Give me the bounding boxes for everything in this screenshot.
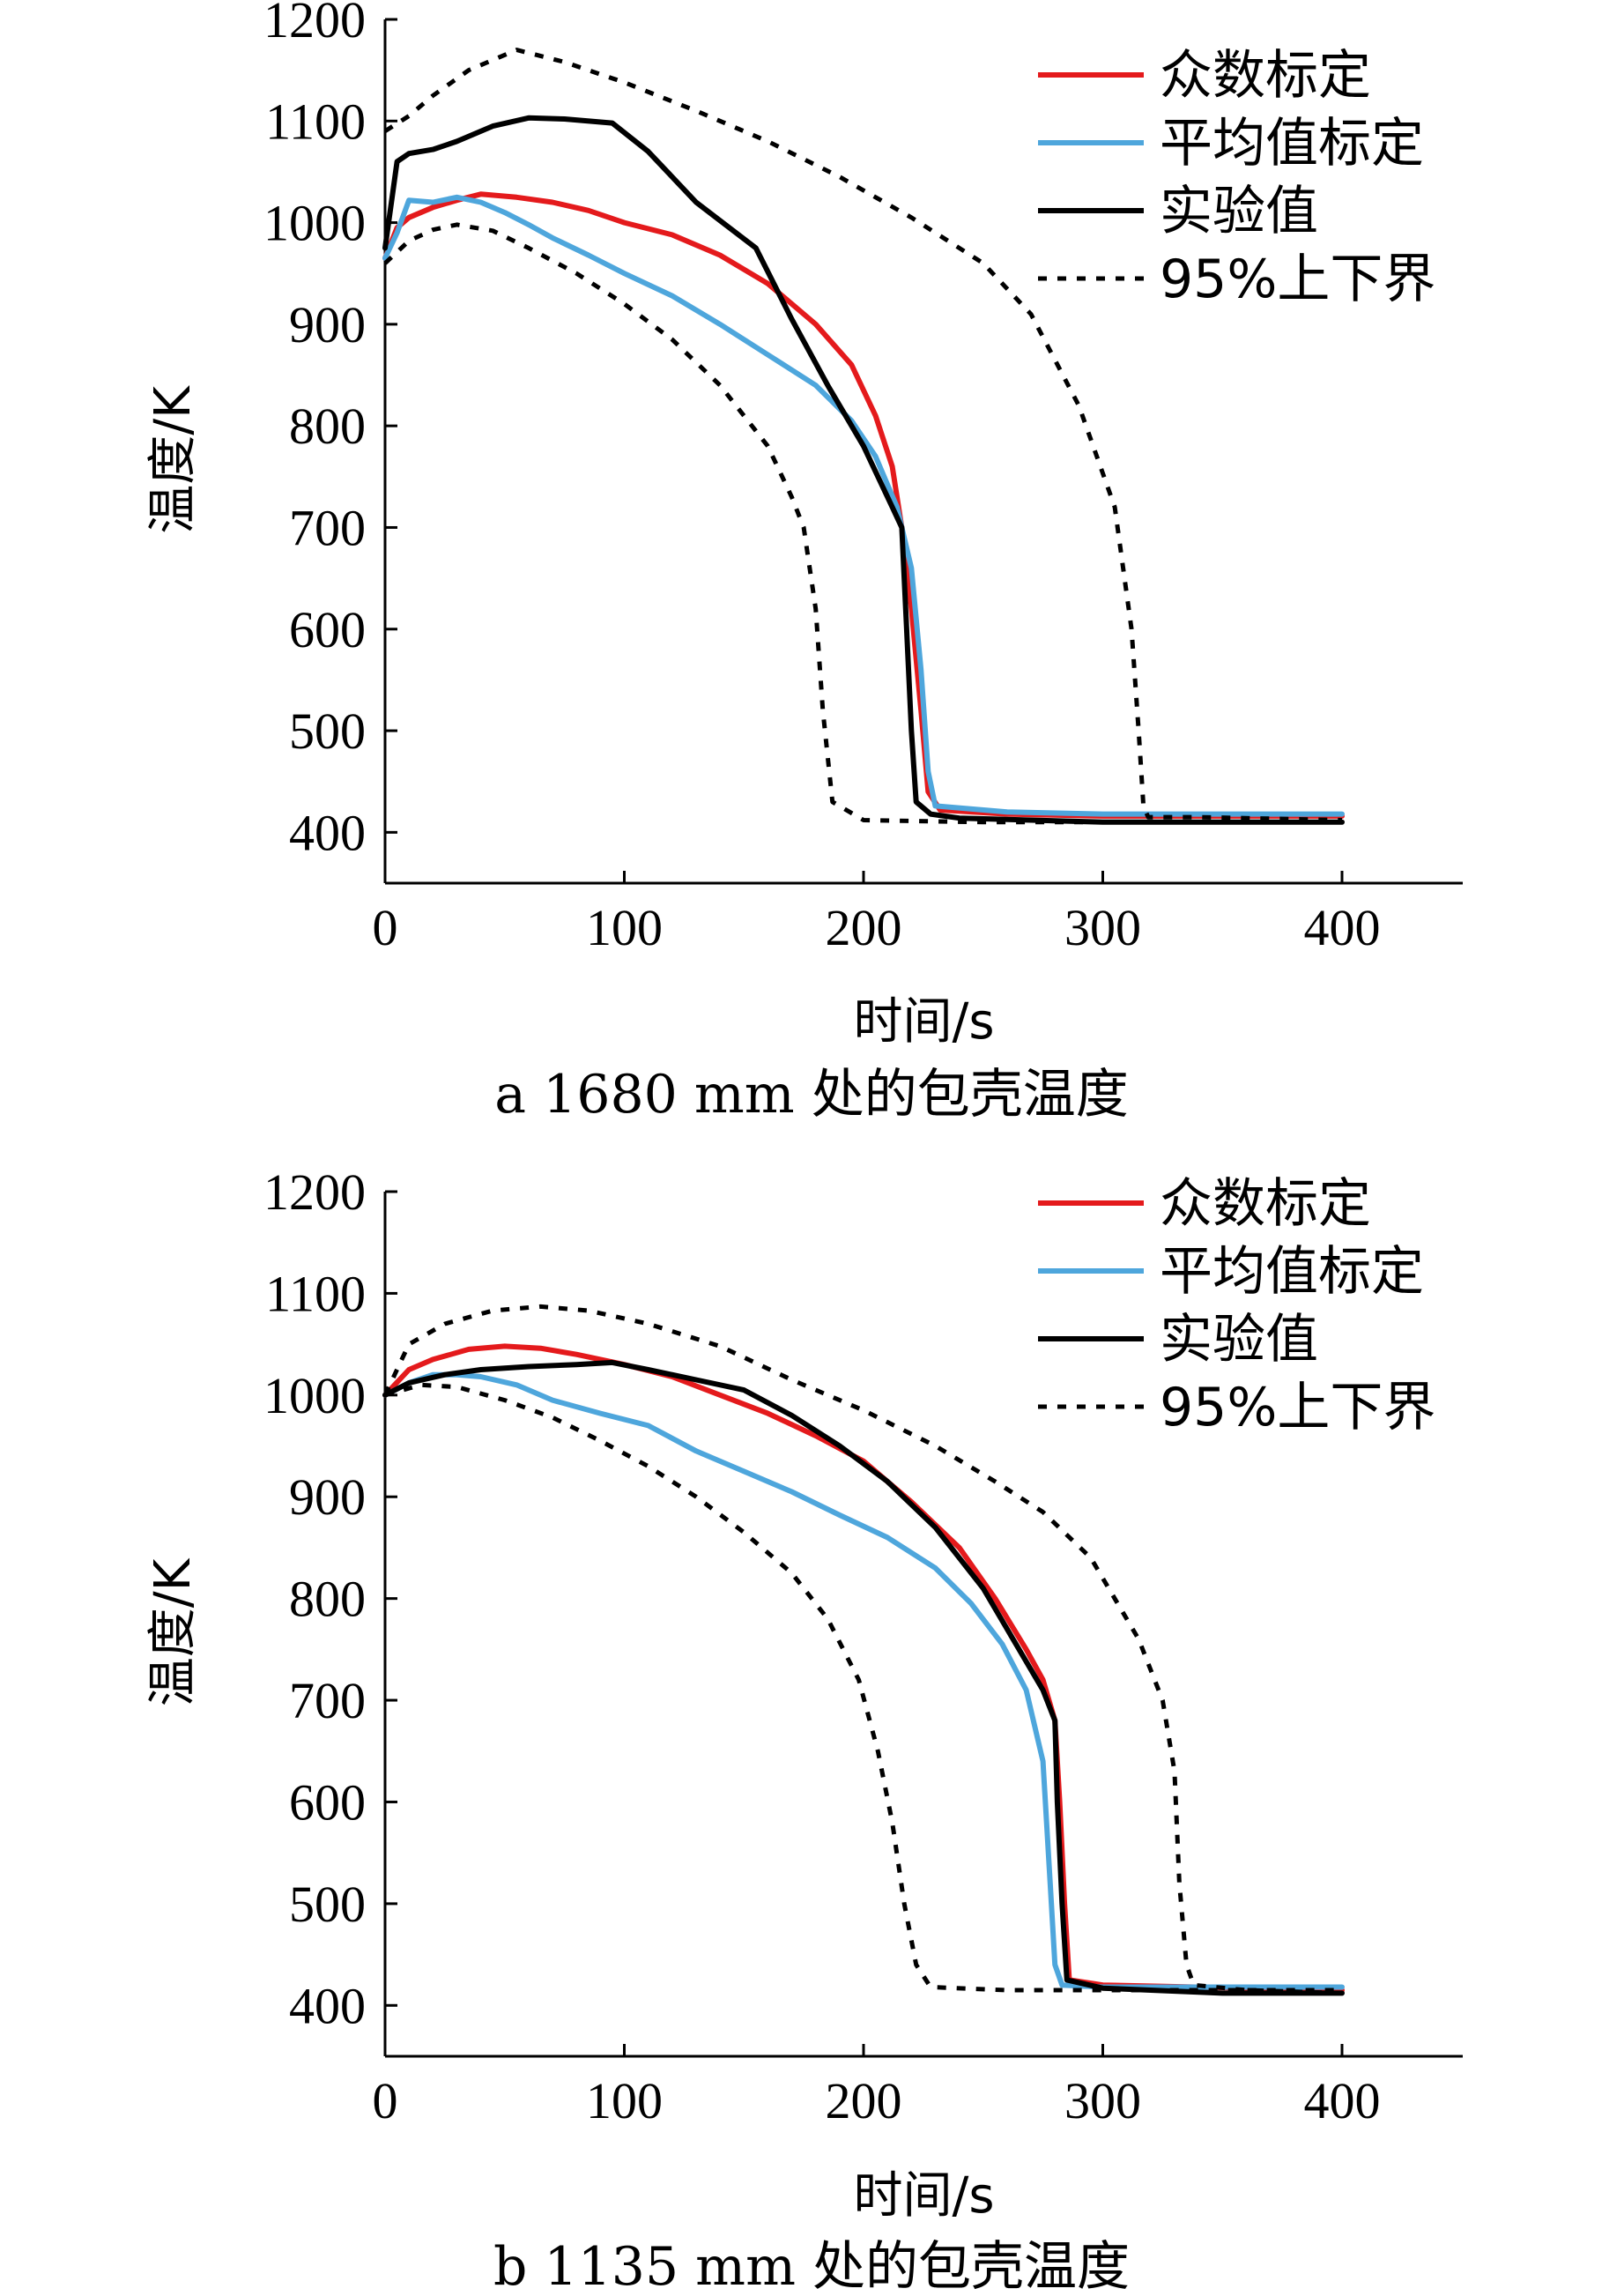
x-tick-label: 300 xyxy=(1064,899,1141,956)
series-line-bound xyxy=(383,48,1343,822)
legend-label: 实验值 xyxy=(1160,1309,1318,1371)
y-tick-label: 1000 xyxy=(263,1367,366,1424)
y-tick-label: 1000 xyxy=(263,195,366,252)
legend-label: 平均值标定 xyxy=(1160,113,1424,175)
legend-label: 95%上下界 xyxy=(1160,1377,1435,1438)
x-tick-label: 400 xyxy=(1304,2072,1381,2129)
y-tick-label: 500 xyxy=(289,1876,366,1933)
y-tick-label: 1200 xyxy=(263,1163,366,1221)
y-axis-title: 温度/K xyxy=(145,1557,202,1706)
y-tick-label: 800 xyxy=(289,1571,366,1628)
y-tick-label: 900 xyxy=(289,296,366,353)
chart-panel-b: 400 500 600 700 800 900 1000 1100 1200 0 100 200 300… xyxy=(145,1163,1463,2296)
legend-label: 平均值标定 xyxy=(1160,1241,1424,1303)
x-tick-label: 300 xyxy=(1064,2072,1141,2129)
legend-label: 众数标定 xyxy=(1160,1173,1371,1235)
x-tick-label: 200 xyxy=(826,899,902,956)
legend-label: 众数标定 xyxy=(1160,45,1371,107)
legend-label: 实验值 xyxy=(1160,181,1318,242)
series-line-bound-lower xyxy=(383,222,1342,825)
series-line-experiment xyxy=(382,115,1345,825)
series-line-mean xyxy=(382,1371,1345,1990)
y-tick-label: 900 xyxy=(289,1468,366,1526)
series-line-mode xyxy=(382,191,1345,819)
y-tick-label: 1100 xyxy=(265,1265,366,1322)
y-tick-label: 400 xyxy=(289,804,366,861)
x-axis-title: 时间/s xyxy=(853,2167,994,2225)
y-tick-label: 700 xyxy=(289,1672,366,1729)
chart-panel-a: 400 500 600 700 800 900 1000 1100 1200 0 100 200 300… xyxy=(145,0,1463,1126)
y-axis-title: 温度/K xyxy=(145,385,202,534)
x-tick-label: 100 xyxy=(586,899,663,956)
y-tick-label: 800 xyxy=(289,398,366,455)
y-tick-label: 700 xyxy=(289,499,366,556)
panel-caption: b 1135 mm 处的包壳温度 xyxy=(493,2236,1130,2296)
series-line-experiment xyxy=(382,1359,1345,1996)
legend-label: 95%上下界 xyxy=(1160,249,1435,310)
series-line-mode xyxy=(382,1343,1345,1993)
y-tick-label: 1200 xyxy=(263,0,366,48)
y-tick-label: 1100 xyxy=(265,93,366,150)
y-tick-label: 600 xyxy=(289,601,366,658)
x-tick-label: 400 xyxy=(1304,899,1381,956)
series-line-mean xyxy=(382,194,1345,817)
y-tick-label: 500 xyxy=(289,702,366,760)
x-tick-label: 0 xyxy=(373,899,398,956)
y-tick-label: 400 xyxy=(289,1977,366,2034)
x-axis-title: 时间/s xyxy=(853,993,994,1051)
x-tick-label: 0 xyxy=(373,2072,398,2129)
series-line-bound-lower xyxy=(384,1382,1342,1993)
x-tick-label: 200 xyxy=(826,2072,902,2129)
panel-caption: a 1680 mm 处的包壳温度 xyxy=(494,1064,1128,1126)
y-tick-label: 600 xyxy=(289,1773,366,1831)
x-tick-label: 100 xyxy=(586,2072,663,2129)
